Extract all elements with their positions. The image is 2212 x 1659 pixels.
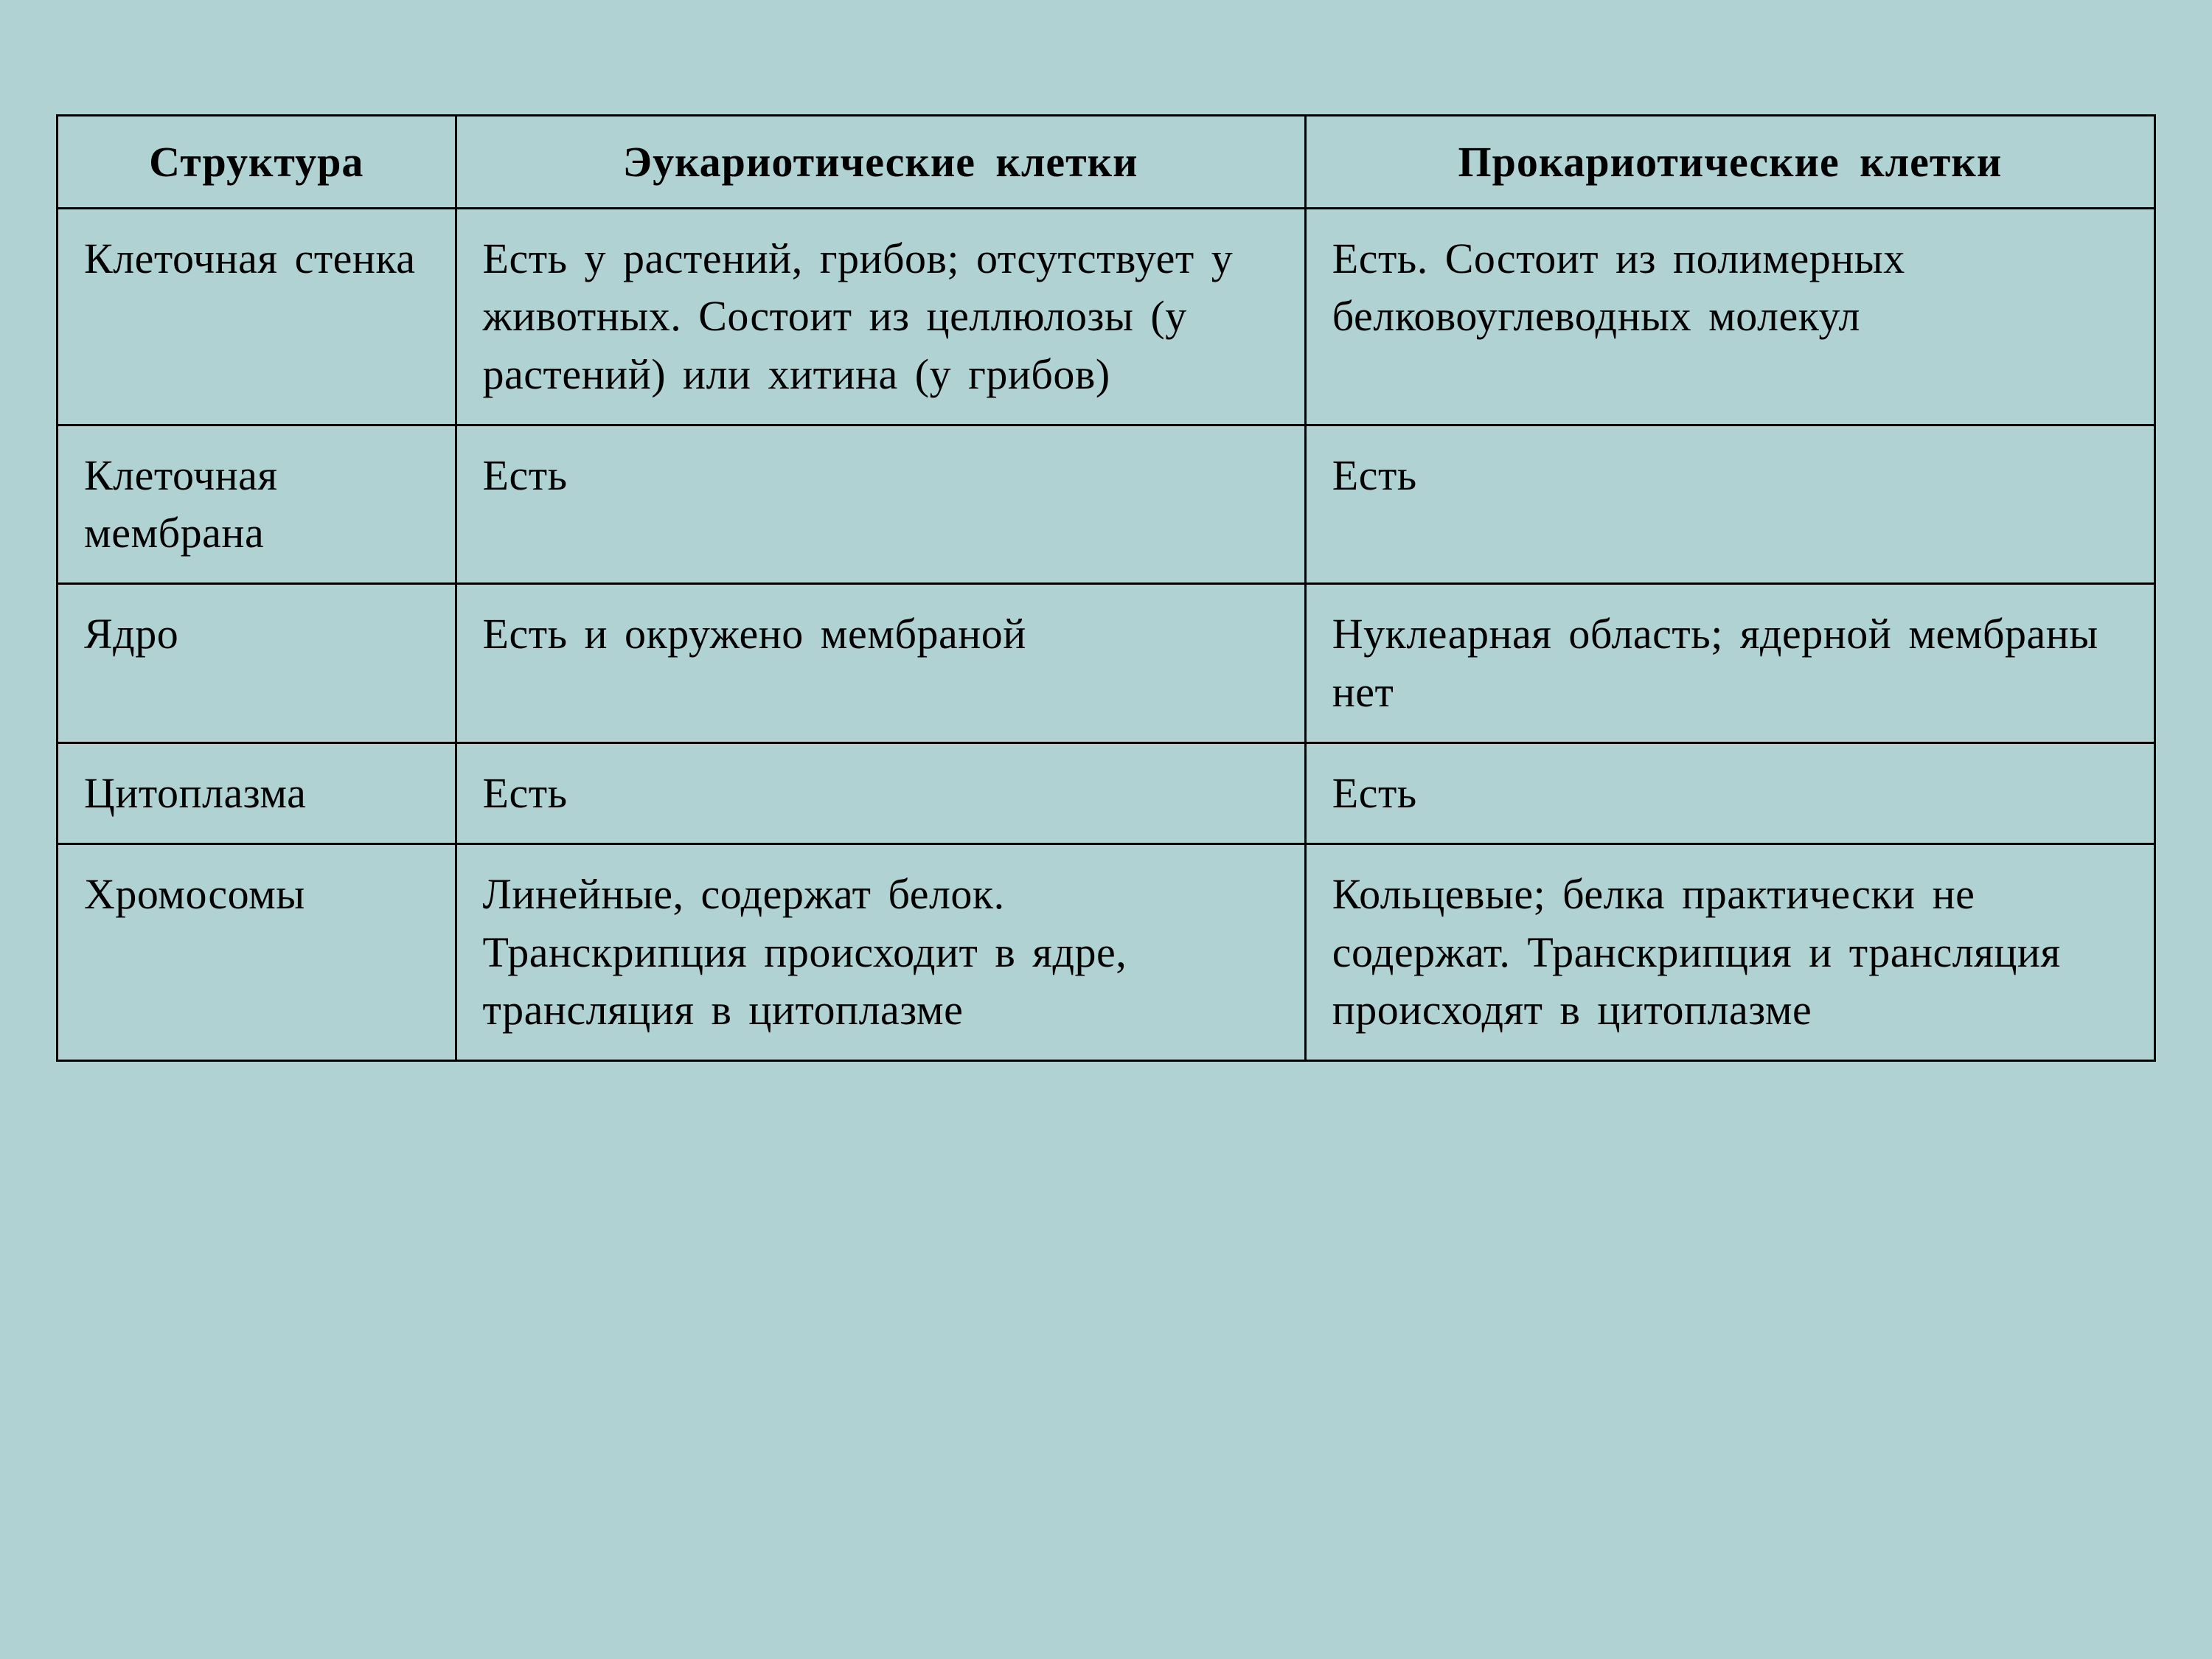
header-prokaryotic: Прокариотические клетки xyxy=(1305,116,2154,209)
header-eukaryotic: Эукариотические клетки xyxy=(456,116,1305,209)
cell-prokaryotic: Есть xyxy=(1305,743,2154,844)
cell-structure: Хромосомы xyxy=(58,844,456,1061)
cell-eukaryotic: Есть xyxy=(456,425,1305,584)
cell-prokaryotic: Есть. Состоит из полимерных белковоуглев… xyxy=(1305,209,2154,425)
cell-structure: Клеточная стенка xyxy=(58,209,456,425)
cell-eukaryotic: Есть xyxy=(456,743,1305,844)
table-row: Ядро Есть и окружено мембраной Нуклеарна… xyxy=(58,584,2155,743)
table-header-row: Структура Эукариотические клетки Прокари… xyxy=(58,116,2155,209)
cell-structure: Клеточная мембрана xyxy=(58,425,456,584)
table-row: Хромосомы Линейные, содержат белок. Тран… xyxy=(58,844,2155,1061)
cell-structure: Цитоплазма xyxy=(58,743,456,844)
comparison-table-container: Структура Эукариотические клетки Прокари… xyxy=(56,114,2156,1062)
header-structure: Структура xyxy=(58,116,456,209)
cell-prokaryotic: Кольцевые; белка практически не содержат… xyxy=(1305,844,2154,1061)
table-row: Клеточная мембрана Есть Есть xyxy=(58,425,2155,584)
cell-eukaryotic: Есть и окружено мембраной xyxy=(456,584,1305,743)
cell-prokaryotic: Нуклеарная область; ядерной мембраны нет xyxy=(1305,584,2154,743)
cell-prokaryotic: Есть xyxy=(1305,425,2154,584)
cell-structure: Ядро xyxy=(58,584,456,743)
cell-eukaryotic: Линейные, содержат белок. Транскрипция п… xyxy=(456,844,1305,1061)
table-row: Клеточная стенка Есть у растений, грибов… xyxy=(58,209,2155,425)
cell-eukaryotic: Есть у растений, грибов; отсутствует у ж… xyxy=(456,209,1305,425)
table-row: Цитоплазма Есть Есть xyxy=(58,743,2155,844)
comparison-table: Структура Эукариотические клетки Прокари… xyxy=(56,114,2156,1062)
